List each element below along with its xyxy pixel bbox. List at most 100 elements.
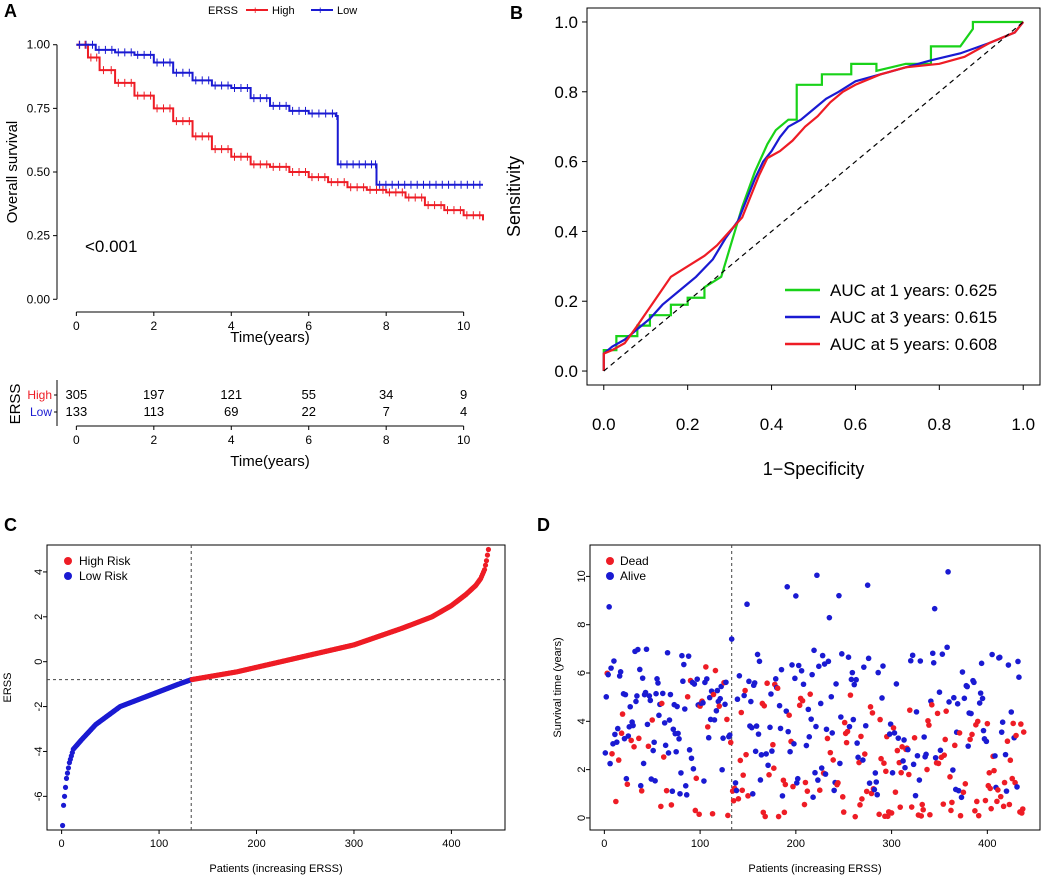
- x-tick-label: 8: [383, 319, 390, 333]
- table-x-tick-label: 8: [383, 433, 390, 447]
- x-tick-label: 4: [228, 319, 235, 333]
- dead-point: [816, 787, 823, 794]
- table-x-tick-label: 4: [228, 433, 235, 447]
- alive-point: [793, 593, 799, 599]
- alive-point: [700, 700, 706, 706]
- dead-point: [659, 700, 665, 707]
- dead-point: [974, 718, 981, 725]
- dead-point: [730, 797, 737, 804]
- x-axis-title: Time(years): [230, 329, 309, 346]
- dead-point: [745, 793, 751, 799]
- dead-point: [764, 680, 770, 687]
- alive-point: [635, 646, 641, 653]
- alive-point: [939, 651, 946, 657]
- dead-point: [988, 805, 994, 812]
- alive-point: [895, 735, 902, 741]
- alive-point: [756, 658, 763, 665]
- dead-point: [710, 691, 717, 698]
- dead-point: [802, 779, 809, 786]
- table-title: ERSS: [7, 384, 24, 425]
- high-risk-point: [482, 562, 489, 568]
- alive-point: [666, 717, 673, 723]
- high-risk-point: [484, 552, 491, 558]
- alive-point: [765, 762, 771, 769]
- dead-point: [762, 813, 769, 820]
- alive-point: [769, 748, 775, 754]
- dead-point: [934, 710, 941, 717]
- alive-point: [829, 730, 836, 736]
- y-tick-label: 6: [576, 670, 588, 676]
- dead-point: [609, 750, 615, 757]
- dead-point: [987, 785, 994, 792]
- y-tick-label: 2: [576, 767, 588, 773]
- dead-point: [782, 781, 789, 788]
- legend-item-label: AUC at 5 years: 0.608: [830, 335, 997, 354]
- dead-point: [740, 772, 746, 778]
- table-x-tick-label: 0: [73, 433, 80, 447]
- alive-point: [792, 675, 798, 682]
- alive-point: [726, 732, 733, 738]
- dead-point: [867, 704, 874, 710]
- y-tick-label: 0.25: [27, 229, 51, 243]
- alive-point: [945, 569, 951, 575]
- dead-point: [960, 789, 967, 796]
- roc-line-3: [602, 21, 1025, 372]
- dead-point: [774, 685, 781, 692]
- dead-point: [943, 708, 949, 714]
- alive-point: [622, 691, 629, 698]
- alive-point: [874, 791, 881, 798]
- x-tick-label: 1.0: [1011, 415, 1035, 434]
- alive-point: [861, 664, 867, 670]
- dead-point: [986, 769, 993, 776]
- legend-cross: +: [317, 5, 323, 17]
- dead-point: [920, 806, 926, 813]
- alive-point: [748, 698, 754, 705]
- alive-point: [640, 760, 647, 767]
- alive-point: [717, 695, 724, 702]
- alive-point: [679, 652, 685, 659]
- dead-point: [742, 687, 748, 694]
- alive-point: [900, 758, 906, 764]
- alive-point: [617, 669, 624, 675]
- censor-marks-low: [79, 40, 481, 189]
- y-tick-label: 1.00: [27, 38, 51, 52]
- status-frame: [589, 544, 1041, 831]
- alive-point: [851, 681, 858, 688]
- alive-point: [633, 698, 639, 705]
- alive-point: [822, 771, 829, 777]
- alive-point: [955, 787, 962, 794]
- legend-marker: [606, 572, 614, 580]
- dead-point: [919, 801, 926, 808]
- alive-point: [722, 701, 728, 708]
- x-axis-title: Patients (increasing ERSS): [209, 863, 342, 875]
- alive-point: [719, 766, 725, 773]
- alive-point: [817, 700, 824, 707]
- alive-point: [602, 750, 609, 756]
- dead-point: [790, 783, 796, 790]
- alive-point: [736, 673, 743, 679]
- table-cell: 197: [143, 387, 165, 402]
- dead-point: [668, 802, 675, 808]
- table-cell: 69: [224, 404, 238, 419]
- alive-point: [951, 694, 957, 701]
- dead-point: [619, 711, 626, 717]
- alive-point: [669, 788, 676, 795]
- y-tick-label: 0: [576, 815, 588, 821]
- dead-point: [897, 804, 904, 810]
- dead-point: [926, 722, 932, 728]
- alive-point: [694, 676, 701, 682]
- x-tick-label: 100: [150, 838, 168, 850]
- alive-point: [636, 666, 643, 673]
- alive-point: [785, 728, 791, 735]
- alive-point: [978, 660, 985, 667]
- alive-point: [625, 733, 632, 739]
- alive-point: [705, 734, 712, 741]
- alive-point: [733, 787, 740, 794]
- alive-point: [1014, 784, 1020, 790]
- alive-point: [630, 722, 636, 729]
- alive-point: [818, 765, 825, 771]
- alive-point: [659, 690, 666, 697]
- alive-point: [690, 766, 697, 772]
- dead-point: [743, 751, 749, 758]
- alive-point: [685, 653, 692, 659]
